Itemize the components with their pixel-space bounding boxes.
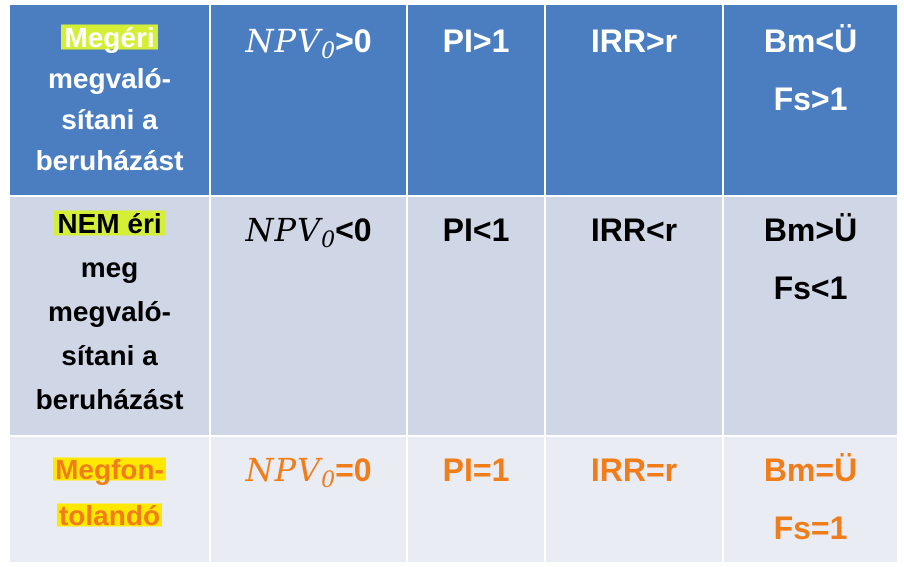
row-label-line: megvaló- [48, 296, 171, 327]
npv-subscript: 0 [321, 228, 336, 253]
fs-value: Fs<1 [773, 270, 848, 306]
row-label-line: megvaló- [48, 63, 171, 94]
npv-subscript: 0 [321, 39, 336, 64]
irr-cell: IRR<r [544, 195, 724, 437]
npv-comparison: >0 [335, 23, 372, 59]
pi-value: PI=1 [442, 452, 510, 488]
irr-cell: IRR=r [544, 435, 724, 564]
row-label-line: beruházást [35, 145, 184, 176]
npv-symbol: NPV [245, 22, 322, 60]
row-label-cell: NEM éri meg megvaló- sítani a beruházást [8, 195, 211, 437]
row-label-line: tolandó [56, 500, 163, 531]
fs-value: Fs>1 [773, 81, 848, 117]
irr-value: IRR=r [590, 452, 678, 488]
pi-cell: PI=1 [406, 435, 546, 564]
row-label-line: beruházást [35, 384, 184, 415]
npv-symbol: NPV [245, 451, 322, 489]
row-label-cell: Megéri megvaló- sítani a beruházást [8, 3, 211, 197]
bm-value: Bm<Ü [763, 23, 858, 59]
bm-value: Bm=Ü [763, 452, 858, 488]
table-row-accept: Megéri megvaló- sítani a beruházást NPV0… [8, 3, 899, 197]
npv-cell: NPV0=0 [209, 435, 408, 564]
pi-cell: PI<1 [406, 195, 546, 437]
npv-comparison: =0 [335, 452, 372, 488]
row-label-line: sítani a [61, 340, 158, 371]
row-label-line: sítani a [61, 104, 158, 135]
pi-cell: PI>1 [406, 3, 546, 197]
row-label-line: NEM éri [54, 208, 165, 239]
row-label-line: Megéri [61, 22, 158, 53]
bm-fs-cell: Bm<Ü Fs>1 [722, 3, 899, 197]
pi-value: PI>1 [442, 23, 510, 59]
bm-fs-cell: Bm=Ü Fs=1 [722, 435, 899, 564]
irr-value: IRR>r [590, 23, 678, 59]
npv-cell: NPV0>0 [209, 3, 408, 197]
investment-decision-table: Megéri megvaló- sítani a beruházást NPV0… [8, 3, 899, 564]
npv-symbol: NPV [245, 211, 322, 249]
row-label-line: Megfon- [53, 454, 166, 485]
npv-comparison: <0 [335, 212, 372, 248]
bm-fs-cell: Bm>Ü Fs<1 [722, 195, 899, 437]
table-row-consider: Megfon- tolandó NPV0=0 PI=1 IRR=r Bm=Ü F… [8, 435, 899, 564]
bm-value: Bm>Ü [763, 212, 858, 248]
table-row-reject: NEM éri meg megvaló- sítani a beruházást… [8, 195, 899, 437]
irr-value: IRR<r [590, 212, 678, 248]
row-label-cell: Megfon- tolandó [8, 435, 211, 564]
npv-subscript: 0 [321, 468, 336, 493]
pi-value: PI<1 [442, 212, 510, 248]
npv-cell: NPV0<0 [209, 195, 408, 437]
fs-value: Fs=1 [773, 510, 848, 546]
irr-cell: IRR>r [544, 3, 724, 197]
row-label-line: meg [80, 252, 139, 283]
